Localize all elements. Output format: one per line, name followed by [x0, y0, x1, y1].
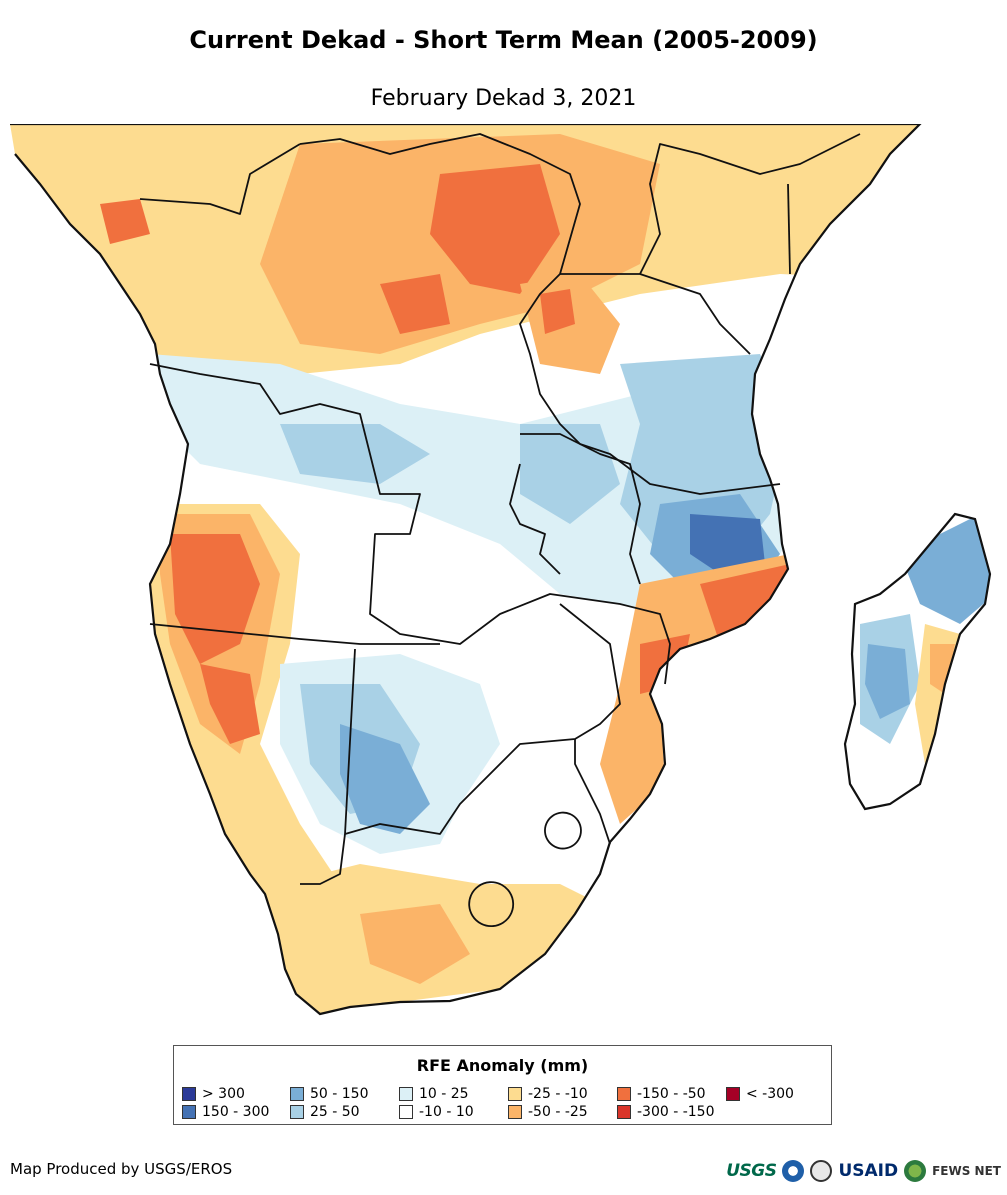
fews-globe-icon	[904, 1160, 927, 1182]
legend-swatch	[617, 1087, 631, 1101]
legend-label: -10 - 10	[419, 1104, 474, 1120]
legend-swatch	[290, 1087, 304, 1101]
legend-label: -50 - -25	[528, 1104, 588, 1120]
legend-swatch	[290, 1105, 304, 1119]
legend-label: 150 - 300	[202, 1104, 270, 1120]
legend-title: RFE Anomaly (mm)	[416, 1056, 589, 1075]
legend-item: -10 - 10	[399, 1104, 474, 1120]
legend-label: < -300	[746, 1086, 794, 1102]
state-seal-icon	[810, 1160, 833, 1182]
legend-label: > 300	[202, 1086, 245, 1102]
legend-item: 10 - 25	[399, 1086, 469, 1102]
legend-item: 25 - 50	[290, 1104, 360, 1120]
fews-net-logo: FEWS NET	[932, 1164, 1001, 1178]
map-subtitle: February Dekad 3, 2021	[370, 86, 637, 111]
legend-swatch	[726, 1087, 740, 1101]
map-title: Current Dekad - Short Term Mean (2005-20…	[189, 26, 818, 54]
map-legend: RFE Anomaly (mm) > 300 150 - 300 50 - 15…	[173, 1045, 832, 1125]
legend-label: -25 - -10	[528, 1086, 588, 1102]
legend-item: -50 - -25	[508, 1104, 588, 1120]
legend-swatch	[508, 1087, 522, 1101]
legend-label: -150 - -50	[637, 1086, 706, 1102]
legend-swatch	[182, 1087, 196, 1101]
partner-logos: USGS USAID FEWS NET	[726, 1156, 1001, 1186]
usgs-logo: USGS	[726, 1161, 777, 1181]
legend-label: 50 - 150	[310, 1086, 369, 1102]
legend-item: -300 - -150	[617, 1104, 715, 1120]
legend-item: < -300	[726, 1086, 794, 1102]
legend-item: 150 - 300	[182, 1104, 269, 1120]
legend-item: > 300	[182, 1086, 245, 1102]
noaa-seal-icon	[782, 1160, 805, 1182]
legend-label: 10 - 25	[419, 1086, 469, 1102]
legend-swatch	[617, 1105, 631, 1119]
legend-item: -25 - -10	[508, 1086, 588, 1102]
legend-swatch	[508, 1105, 522, 1119]
legend-item: 50 - 150	[290, 1086, 369, 1102]
legend-swatch	[182, 1105, 196, 1119]
legend-label: -300 - -150	[637, 1104, 715, 1120]
map-credit: Map Produced by USGS/EROS	[10, 1160, 233, 1178]
usaid-logo: USAID	[838, 1161, 899, 1181]
legend-item: -150 - -50	[617, 1086, 706, 1102]
legend-swatch	[399, 1105, 413, 1119]
legend-swatch	[399, 1087, 413, 1101]
rainfall-anomaly-map	[10, 124, 992, 1016]
legend-label: 25 - 50	[310, 1104, 360, 1120]
